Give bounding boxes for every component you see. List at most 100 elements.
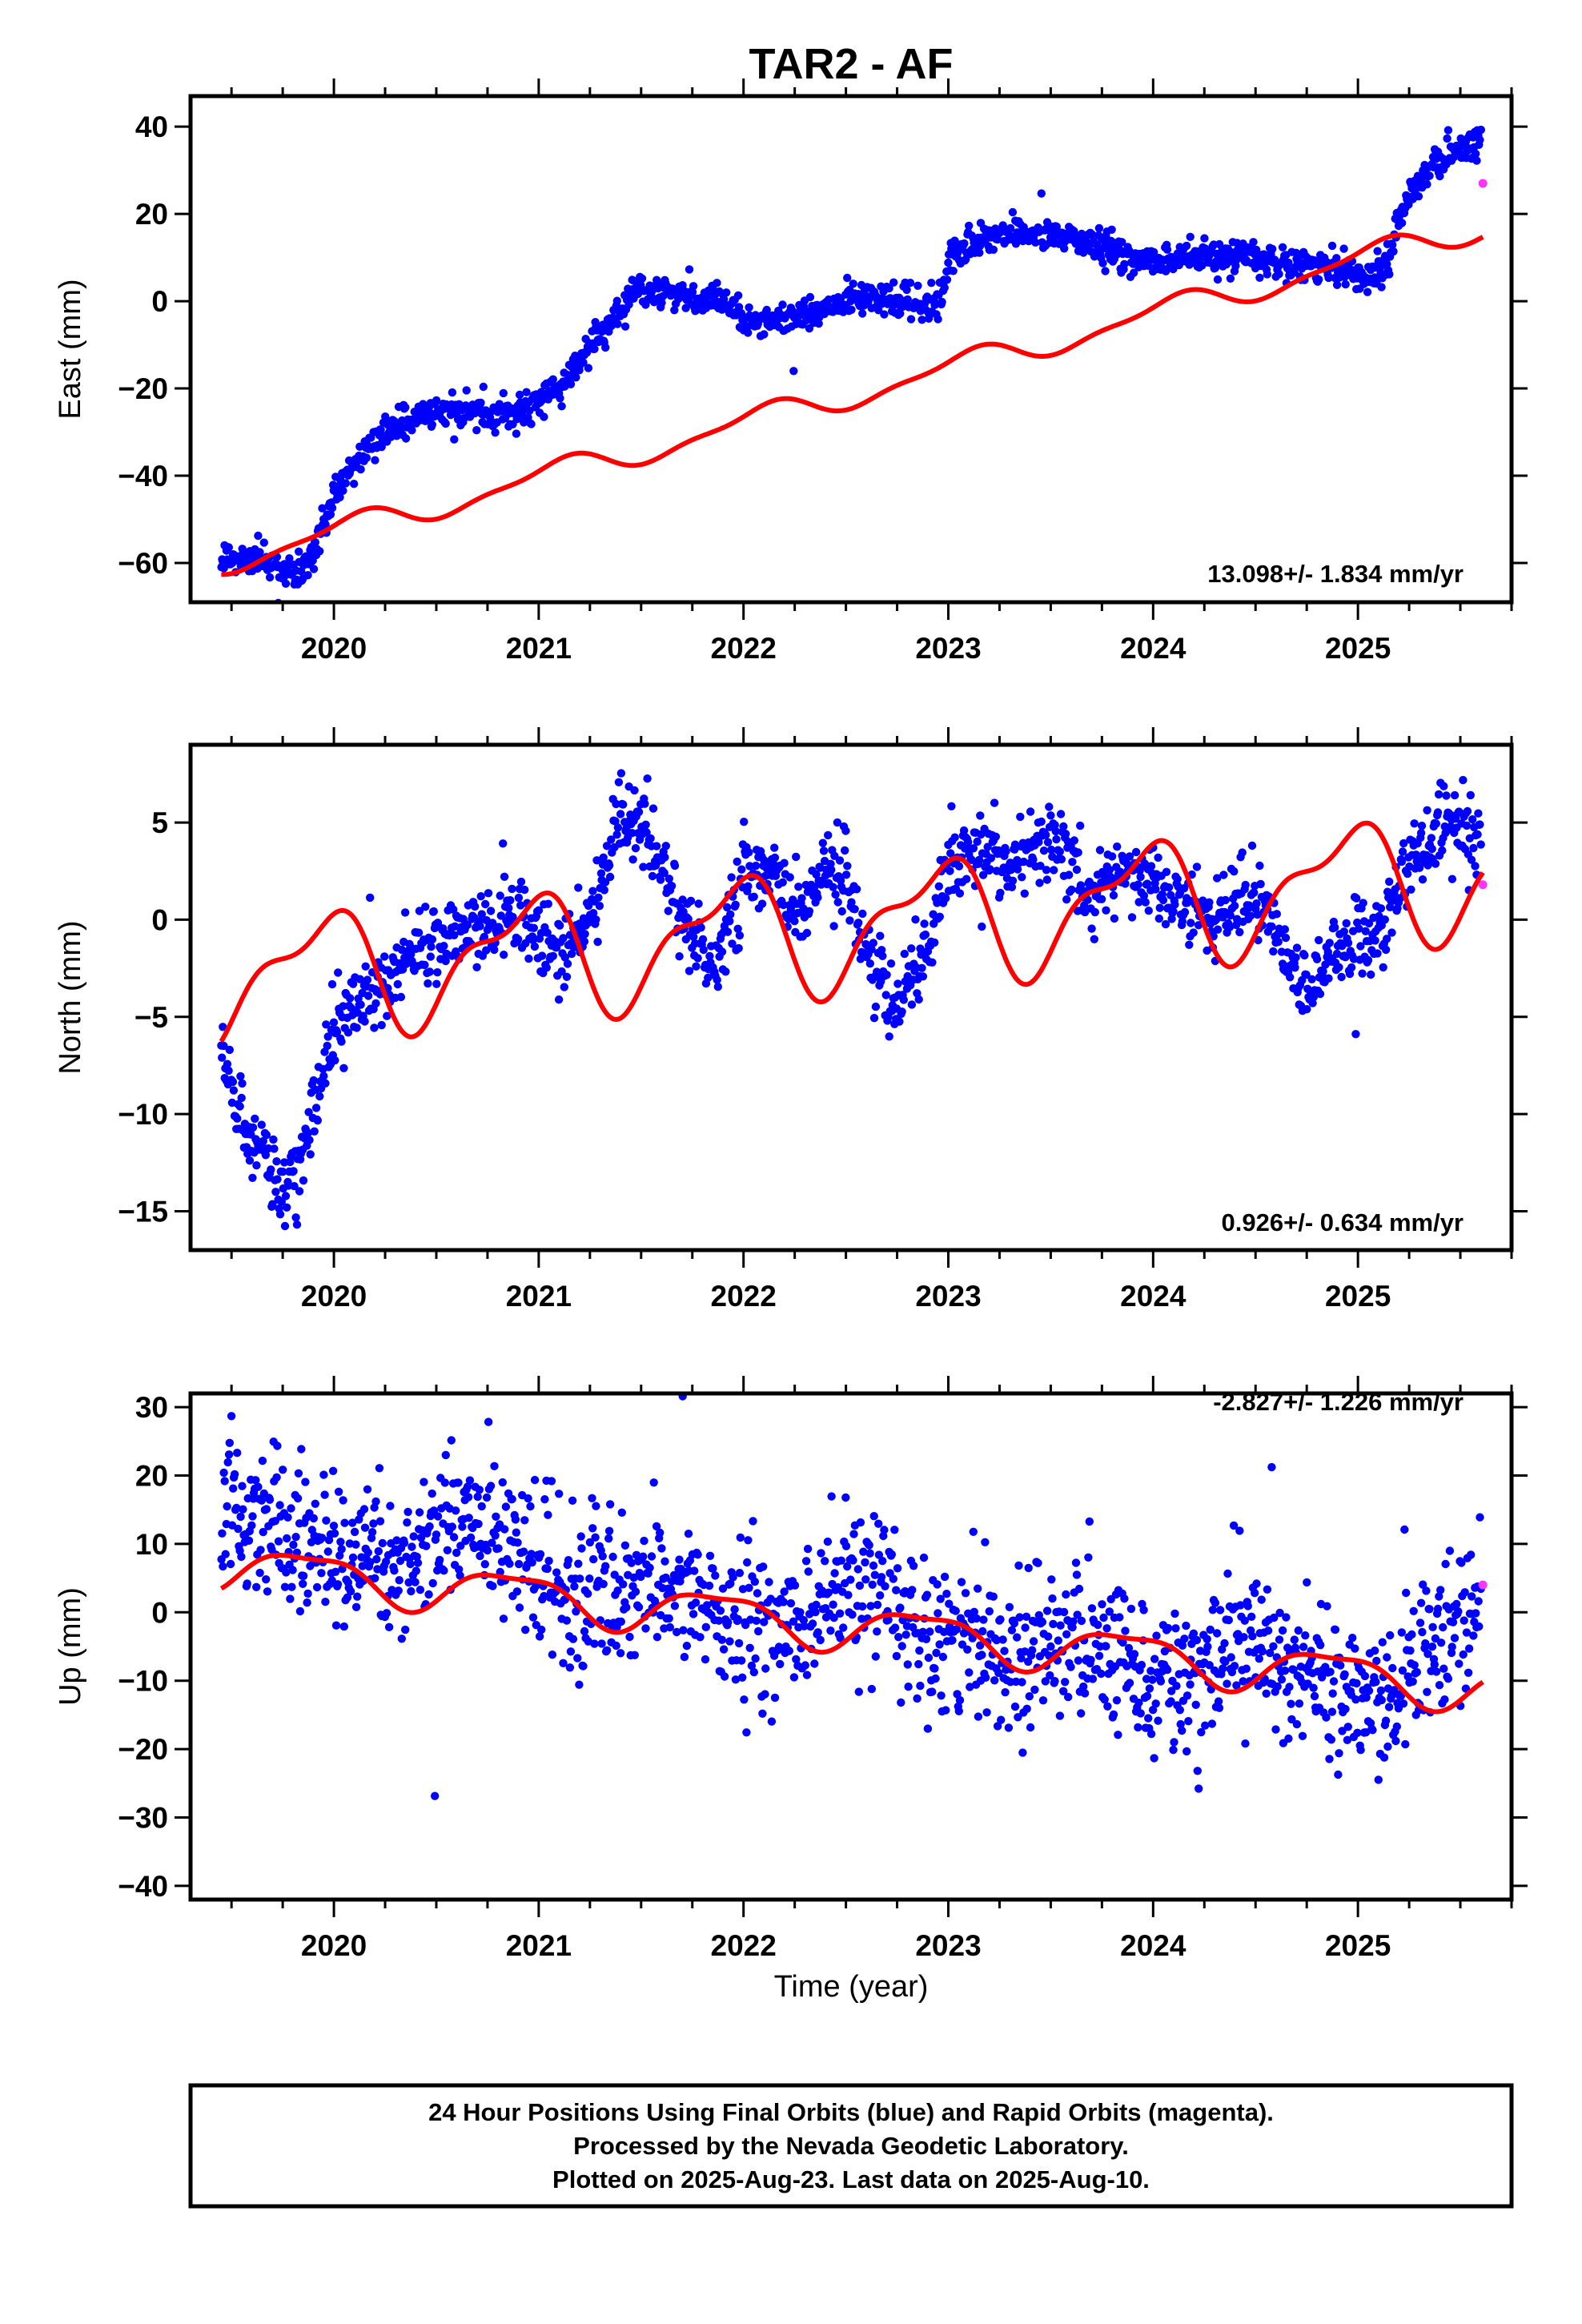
up-data-point xyxy=(359,1505,369,1514)
north-data-point xyxy=(641,820,650,830)
up-data-point xyxy=(724,1618,733,1627)
north-data-point xyxy=(1286,973,1295,982)
north-data-point xyxy=(1272,910,1282,919)
up-data-point xyxy=(665,1622,674,1632)
north-data-point xyxy=(661,853,669,862)
north-x-tick-label: 2024 xyxy=(1120,1280,1186,1313)
up-data-point xyxy=(750,1577,759,1586)
up-y-tick-label: −10 xyxy=(118,1665,168,1698)
north-data-point xyxy=(1042,875,1052,884)
north-data-point xyxy=(544,899,552,908)
up-data-point xyxy=(749,1517,757,1526)
up-data-point xyxy=(1326,1667,1335,1676)
up-data-point xyxy=(1294,1626,1303,1635)
north-data-point xyxy=(309,1076,318,1085)
north-data-point xyxy=(1158,895,1168,905)
up-data-point xyxy=(505,1559,514,1568)
east-data-point xyxy=(339,486,347,495)
north-data-point xyxy=(306,1150,315,1159)
north-data-point xyxy=(348,979,358,988)
up-data-point xyxy=(433,1512,443,1521)
up-data-point xyxy=(584,1589,592,1598)
north-data-point xyxy=(605,872,615,882)
north-data-point xyxy=(1474,809,1483,818)
east-data-point xyxy=(889,278,898,287)
up-data-point xyxy=(274,1537,283,1546)
up-data-point xyxy=(1099,1613,1108,1622)
north-data-point xyxy=(592,856,601,865)
north-data-point xyxy=(934,882,944,891)
up-data-point xyxy=(679,1626,688,1634)
north-data-point xyxy=(1068,858,1077,866)
up-data-point xyxy=(1186,1680,1195,1689)
north-data-point xyxy=(574,883,583,892)
up-data-point xyxy=(1085,1517,1094,1526)
north-data-point xyxy=(315,1092,324,1101)
up-data-point xyxy=(994,1668,1003,1678)
up-data-point xyxy=(684,1530,693,1538)
up-data-point xyxy=(652,1522,661,1531)
up-data-point xyxy=(738,1673,747,1682)
up-data-point xyxy=(876,1591,885,1600)
up-data-point xyxy=(1329,1677,1339,1686)
up-data-point xyxy=(1130,1650,1139,1659)
north-data-point xyxy=(648,871,657,881)
up-data-point xyxy=(922,1590,932,1599)
up-y-tick-label: −30 xyxy=(118,1802,168,1835)
up-data-point xyxy=(488,1582,497,1590)
north-y-tick-label: 5 xyxy=(151,806,168,839)
x-axis-label: Time (year) xyxy=(774,1970,929,2004)
up-data-point xyxy=(923,1724,933,1733)
up-data-point xyxy=(291,1533,300,1542)
north-data-point xyxy=(921,930,930,939)
up-data-point xyxy=(955,1695,965,1705)
up-data-point xyxy=(974,1584,982,1593)
north-data-point xyxy=(858,909,867,919)
north-data-point xyxy=(295,1187,304,1196)
north-data-point xyxy=(237,1093,246,1103)
north-data-point xyxy=(614,778,624,786)
north-data-point xyxy=(322,1020,331,1029)
north-final-orbit-points xyxy=(217,769,1485,1231)
north-data-point xyxy=(991,832,1001,842)
north-data-point xyxy=(1379,963,1387,972)
east-data-point xyxy=(1252,245,1261,255)
up-data-point xyxy=(259,1527,267,1537)
up-data-point xyxy=(1376,1686,1386,1695)
up-data-point xyxy=(1029,1637,1038,1646)
up-data-point xyxy=(1094,1620,1102,1630)
east-data-point xyxy=(657,298,666,308)
east-data-point xyxy=(843,273,852,283)
north-data-point xyxy=(371,999,380,1008)
north-data-point xyxy=(973,837,982,846)
north-data-point xyxy=(841,826,850,835)
east-data-point xyxy=(1101,267,1110,275)
up-data-point xyxy=(1334,1770,1343,1779)
east-data-point xyxy=(1129,268,1138,277)
north-data-point xyxy=(332,1027,342,1036)
up-data-point xyxy=(1384,1703,1394,1711)
up-data-point xyxy=(785,1647,793,1655)
north-data-point xyxy=(847,898,856,907)
up-data-point xyxy=(1241,1739,1250,1748)
up-data-point xyxy=(1048,1594,1057,1603)
east-data-point xyxy=(940,283,950,292)
north-data-point xyxy=(311,1104,321,1112)
north-data-point xyxy=(1127,913,1137,922)
up-data-point xyxy=(1410,1661,1419,1670)
east-data-point xyxy=(1443,134,1452,143)
up-data-point xyxy=(1167,1687,1176,1695)
up-data-point xyxy=(871,1652,881,1661)
up-data-point xyxy=(351,1540,360,1549)
up-data-point xyxy=(639,1552,648,1561)
up-data-point xyxy=(616,1649,625,1658)
up-data-point xyxy=(258,1456,267,1466)
east-data-point xyxy=(1435,171,1444,181)
up-data-point xyxy=(789,1617,798,1626)
up-data-point xyxy=(1205,1661,1214,1670)
up-data-point xyxy=(233,1449,242,1458)
north-data-point xyxy=(885,1032,893,1041)
up-data-point xyxy=(422,1542,431,1550)
north-data-point xyxy=(833,818,842,827)
up-data-point xyxy=(680,1652,689,1662)
